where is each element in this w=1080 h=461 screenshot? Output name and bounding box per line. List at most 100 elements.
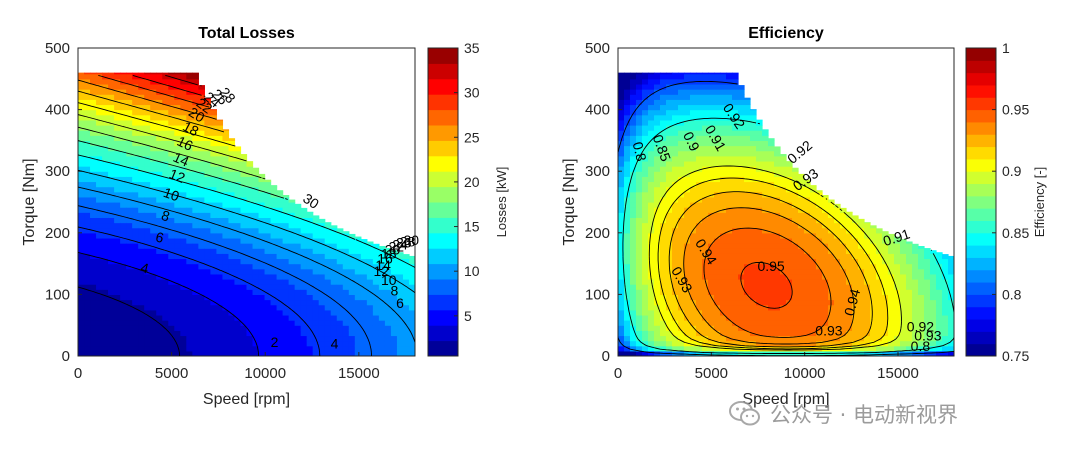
field-cell [678, 78, 685, 85]
field-cell [714, 350, 721, 356]
field-cell [102, 217, 109, 224]
field-cell [240, 243, 248, 249]
field-cell [846, 314, 853, 321]
field-cell [258, 314, 266, 321]
field-cell [186, 304, 193, 311]
field-cell [198, 104, 205, 111]
field-cell [114, 304, 121, 311]
field-cell [912, 289, 919, 295]
field-cell [672, 119, 679, 126]
field-cell [342, 284, 350, 290]
field-cell [744, 294, 751, 301]
field-cell [246, 325, 254, 331]
field-cell [810, 335, 817, 342]
field-cell [234, 253, 242, 260]
field-cell [198, 232, 205, 239]
field-cell [714, 345, 721, 352]
field-cell [912, 284, 919, 290]
field-cell [726, 73, 733, 80]
field-cell [618, 135, 625, 141]
field-cell [870, 345, 877, 352]
field-cell [642, 104, 649, 111]
field-cell [204, 320, 211, 326]
field-cell [132, 330, 139, 337]
field-cell [672, 299, 679, 306]
field-cell [156, 155, 163, 162]
field-cell [222, 345, 230, 352]
field-cell [402, 299, 410, 306]
field-cell [294, 237, 302, 244]
field-cell [930, 309, 937, 316]
field-cell [270, 309, 278, 316]
field-cell [726, 196, 733, 203]
field-cell [744, 279, 751, 285]
field-cell [648, 304, 655, 311]
field-cell [126, 294, 133, 301]
field-cell [918, 304, 925, 311]
field-cell [636, 243, 643, 249]
field-cell [702, 335, 709, 342]
field-cell [720, 217, 727, 224]
field-cell [186, 94, 193, 100]
field-cell [228, 350, 236, 356]
field-cell [792, 171, 799, 177]
field-cell [738, 345, 745, 352]
field-cell [666, 89, 673, 95]
field-cell [726, 166, 733, 172]
field-cell [732, 314, 739, 321]
field-cell [876, 309, 883, 316]
field-cell [816, 304, 823, 311]
field-cell [906, 284, 913, 290]
field-cell [690, 248, 697, 254]
field-cell [738, 335, 745, 342]
field-cell [78, 181, 85, 188]
field-cell [906, 304, 913, 311]
field-cell [792, 273, 799, 280]
field-cell [138, 289, 145, 295]
field-cell [780, 217, 787, 224]
field-cell [348, 309, 356, 316]
field-cell [78, 145, 85, 152]
field-cell [384, 284, 392, 290]
field-cell [840, 294, 847, 301]
field-cell [864, 258, 871, 265]
field-cell [642, 181, 649, 188]
field-cell [396, 273, 404, 280]
field-cell [96, 222, 103, 229]
field-cell [186, 135, 193, 141]
field-cell [732, 335, 739, 342]
field-cell [744, 325, 751, 331]
field-cell [354, 350, 362, 356]
field-cell [144, 94, 151, 100]
field-cell [354, 248, 362, 254]
field-cell [162, 284, 169, 290]
field-cell [852, 345, 859, 352]
field-cell [630, 330, 637, 337]
field-cell [204, 145, 211, 152]
field-cell [666, 299, 673, 306]
field-cell [90, 268, 97, 275]
field-cell [654, 253, 661, 260]
field-cell [78, 273, 85, 280]
field-cell [768, 258, 775, 265]
field-cell [660, 196, 667, 203]
colorbar-tick-label: 0.95 [1002, 102, 1029, 118]
field-cell [660, 340, 667, 347]
field-cell [726, 181, 733, 188]
field-cell [720, 135, 727, 141]
field-cell [222, 130, 230, 136]
field-cell [858, 227, 865, 234]
field-cell [696, 155, 703, 162]
field-cell [924, 309, 931, 316]
field-cell [114, 73, 121, 80]
field-cell [744, 130, 751, 136]
field-cell [672, 243, 679, 249]
field-cell [864, 279, 871, 285]
field-cell [120, 217, 127, 224]
field-cell [324, 258, 332, 265]
field-cell [768, 155, 775, 162]
field-cell [258, 289, 266, 295]
field-cell [192, 176, 199, 183]
field-cell [636, 181, 643, 188]
field-cell [126, 94, 133, 100]
